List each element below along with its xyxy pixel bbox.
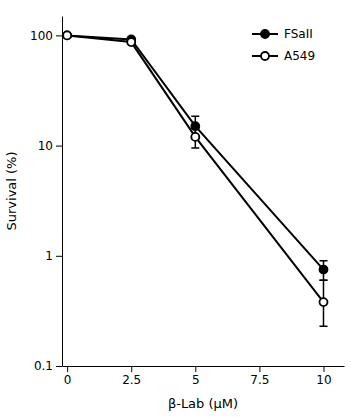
legend-item: FSaII: [252, 27, 313, 41]
point: [127, 38, 135, 46]
y-axis-line: [62, 17, 63, 367]
y-axis-tick-label: 1: [45, 249, 53, 263]
x-axis-tick: 0: [64, 366, 72, 387]
marks: [63, 31, 327, 326]
point: [319, 266, 327, 274]
y-axis-tick: 10: [38, 139, 62, 153]
point: [191, 133, 199, 141]
legend-label: FSaII: [284, 27, 313, 41]
y-axis-tick-label: 0.1: [34, 359, 53, 373]
point: [63, 31, 71, 39]
x-axis-title: β-Lab (μM): [168, 396, 238, 411]
x-axis: 0 2.5 5 7.5 10: [63, 366, 345, 387]
y-axis-tick-label: 10: [38, 139, 53, 153]
legend-item: A549: [252, 49, 315, 63]
y-axis-tick-mark: [56, 146, 62, 147]
series: [63, 31, 327, 326]
legend-label: A549: [284, 49, 315, 63]
legend-marker: [261, 30, 269, 38]
x-axis-tick-mark: [195, 366, 196, 372]
x-axis-tick: 5: [192, 366, 200, 387]
y-axis-tick-mark: [56, 256, 62, 257]
y-axis: 0.1 1 10 100: [30, 17, 62, 374]
x-axis-tick-mark: [131, 366, 132, 372]
x-axis-tick-label: 5: [192, 373, 200, 387]
plot: 0 2.5 5 7.5 10 0.1 1 10 100 FSaII A549: [30, 17, 344, 387]
x-axis-tick-label: 2.5: [122, 373, 141, 387]
point: [319, 298, 327, 306]
x-axis-tick: 10: [316, 366, 331, 387]
y-axis-tick-label: 100: [30, 29, 53, 43]
x-axis-tick: 2.5: [122, 366, 141, 387]
x-axis-tick-label: 10: [316, 373, 331, 387]
y-axis-tick: 0.1: [34, 359, 62, 373]
x-axis-tick-label: 7.5: [250, 373, 269, 387]
legend: FSaII A549: [252, 27, 315, 63]
line: [67, 35, 323, 269]
x-axis-tick-label: 0: [64, 373, 72, 387]
x-axis-tick: 7.5: [250, 366, 269, 387]
chart: 0 2.5 5 7.5 10 0.1 1 10 100 FSaII A549 β-Lab (μM) Su…: [0, 0, 360, 420]
x-axis-line: [63, 366, 345, 367]
y-axis-tick: 1: [45, 249, 62, 263]
series: [63, 31, 327, 280]
legend-marker: [261, 52, 269, 60]
y-axis-tick-mark: [56, 35, 62, 36]
x-axis-tick-mark: [259, 366, 260, 372]
y-axis-tick: 100: [30, 29, 62, 43]
line: [67, 35, 323, 302]
y-axis-tick-mark: [56, 366, 62, 367]
y-axis-title: Survival (%): [4, 151, 19, 230]
x-axis-tick-mark: [323, 366, 324, 372]
x-axis-tick-mark: [67, 366, 68, 372]
point: [63, 31, 71, 39]
